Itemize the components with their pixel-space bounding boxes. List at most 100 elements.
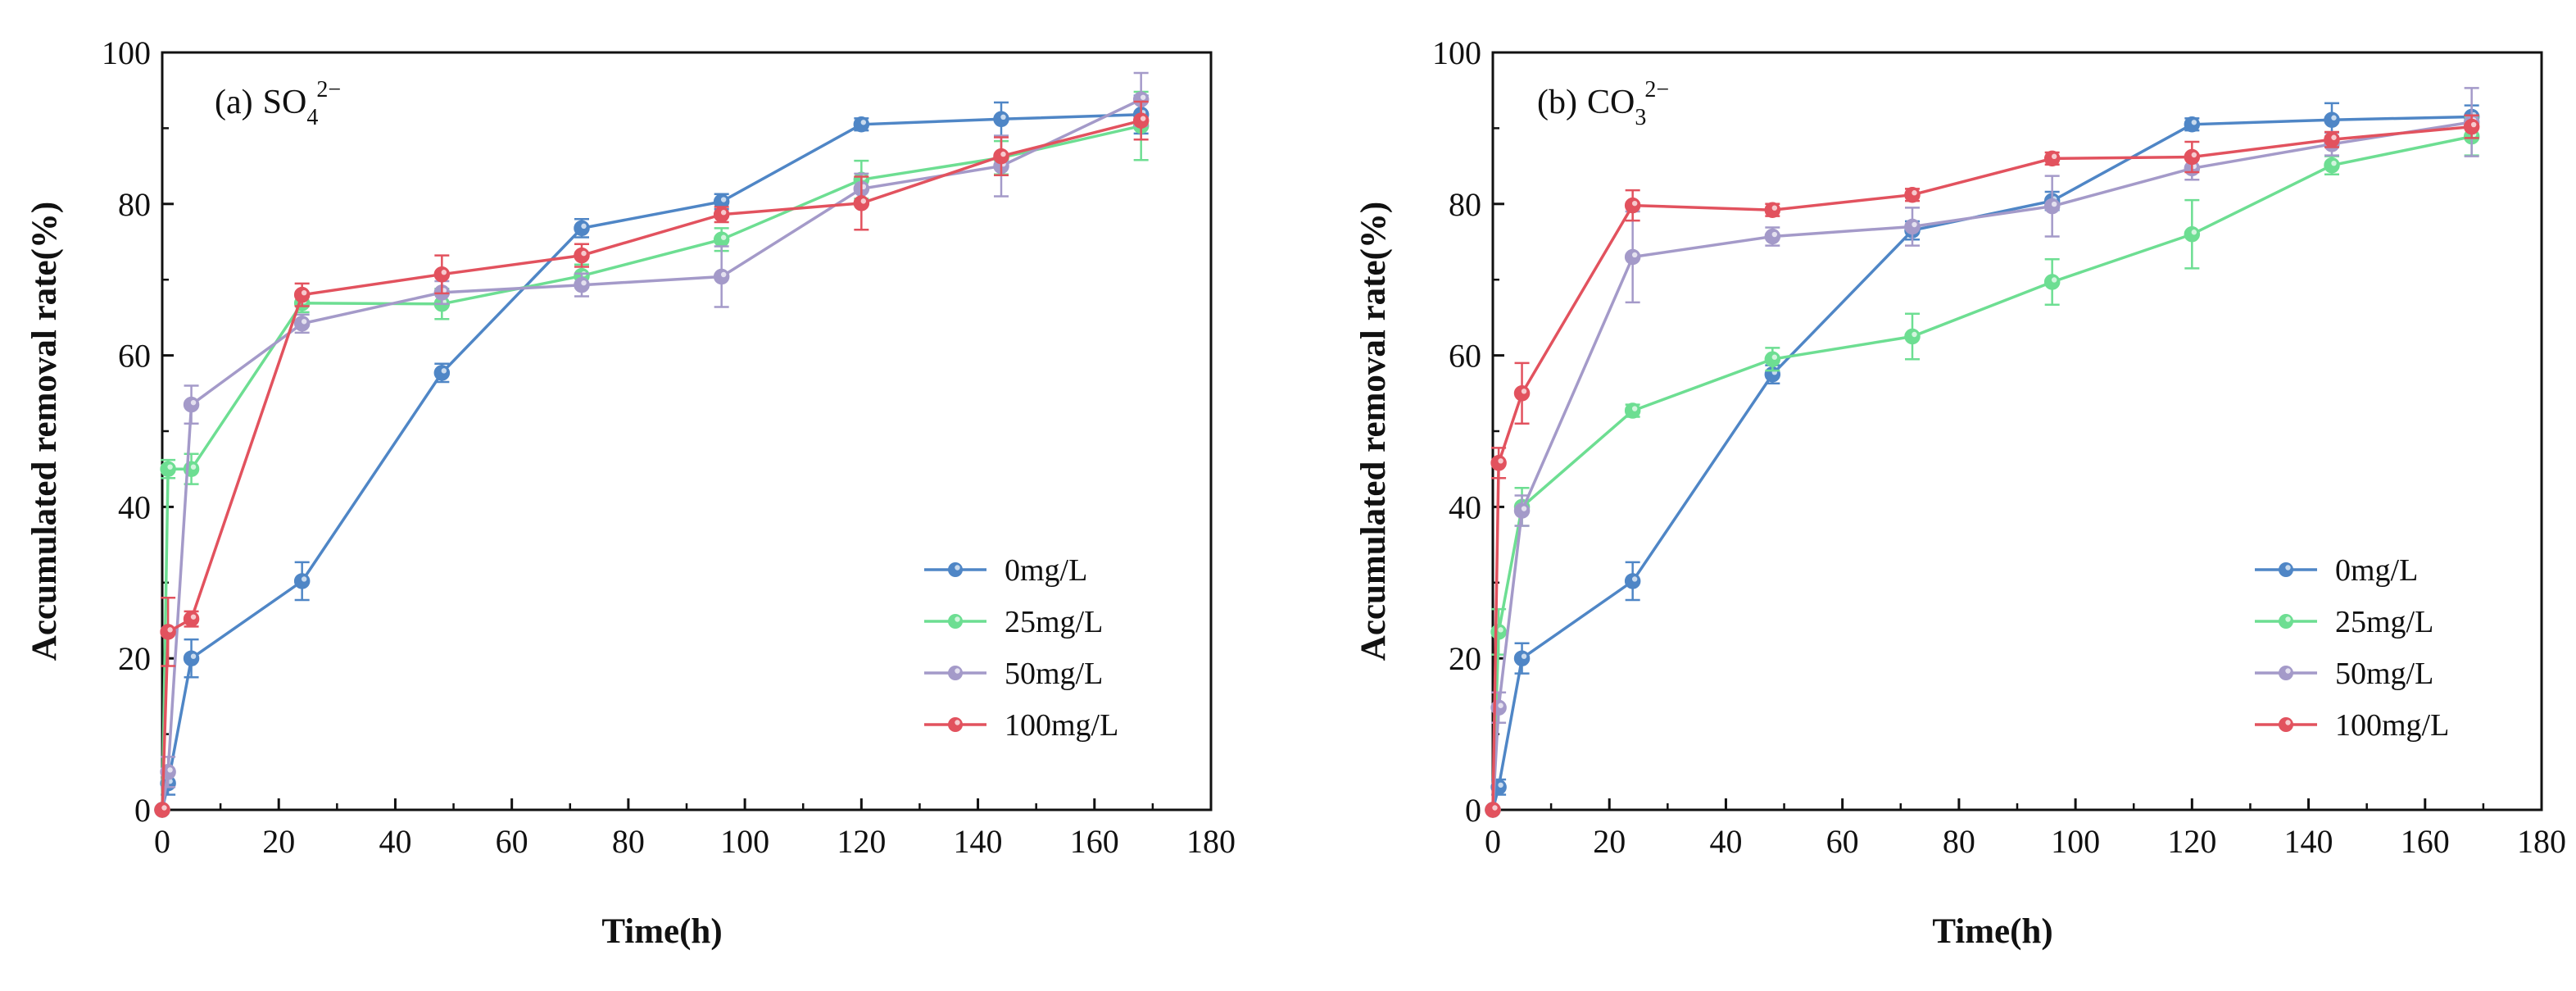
- legend-label: 25mg/L: [1005, 605, 1103, 639]
- chart-panel-b: 0 20 40 60 80 100 120 140 160 180 0 20 40 60 80 100 Time…: [1354, 34, 2566, 951]
- legend-marker: [948, 666, 963, 680]
- series-line: [161, 113, 1141, 811]
- legend-label: 0mg/L: [1005, 553, 1087, 588]
- y-tick-label: 80: [1449, 186, 1481, 223]
- data-point-highlight: [301, 289, 307, 296]
- data-point-highlight: [161, 805, 167, 811]
- legend-marker-highlight: [955, 720, 960, 725]
- data-point-highlight: [2331, 160, 2337, 166]
- data-point: [183, 396, 200, 413]
- x-tick-label: 160: [2401, 823, 2450, 860]
- data-point: [574, 220, 590, 237]
- x-tick-label: 60: [1826, 823, 1859, 860]
- legend-marker-highlight: [2285, 668, 2291, 674]
- data-point-highlight: [1771, 205, 1778, 211]
- data-point: [853, 195, 870, 211]
- plot-frame: [161, 51, 1213, 811]
- data-point-highlight: [581, 223, 587, 230]
- x-tick-label: 140: [954, 823, 1003, 860]
- legend-marker: [2279, 562, 2293, 577]
- data-point-highlight: [1140, 94, 1146, 100]
- legend-marker-highlight: [2285, 616, 2291, 622]
- data-point-highlight: [1912, 221, 1917, 228]
- panel-ion-charge: 2−: [316, 77, 341, 102]
- x-tick-label: 160: [1070, 823, 1119, 860]
- data-point: [1764, 202, 1781, 218]
- data-point-highlight: [1912, 331, 1917, 338]
- data-point-highlight: [190, 464, 197, 470]
- data-point-highlight: [720, 271, 727, 278]
- data-point: [713, 206, 730, 223]
- data-point: [160, 461, 176, 477]
- x-tick-label: 80: [1943, 823, 1975, 860]
- data-point-highlight: [581, 280, 587, 286]
- data-point: [1513, 385, 1531, 402]
- y-tick-label: 40: [118, 489, 151, 525]
- x-tick-label: 140: [2284, 823, 2333, 860]
- data-point: [1624, 573, 1641, 589]
- legend-marker-highlight: [955, 668, 960, 674]
- series-50mg-per-L: [154, 71, 1150, 818]
- series-line: [1491, 115, 2472, 811]
- plot-frame: [1491, 51, 2543, 811]
- data-point-highlight: [1498, 458, 1503, 464]
- data-point: [293, 573, 311, 589]
- legend-item: 50mg/L: [924, 657, 1103, 691]
- data-point-highlight: [1771, 231, 1778, 238]
- x-tick-label: 40: [1709, 823, 1742, 860]
- data-point: [1490, 624, 1507, 640]
- x-axis-title: Time(h): [1932, 912, 2052, 951]
- legend-item: 100mg/L: [2255, 708, 2449, 743]
- data-point-highlight: [1912, 190, 1917, 196]
- data-point-highlight: [1492, 805, 1498, 811]
- series-line: [161, 119, 1142, 811]
- x-tick-label: 0: [154, 823, 170, 860]
- series-0mg-per-L: [154, 94, 1150, 818]
- y-tick-label: 60: [1449, 338, 1481, 375]
- data-point-highlight: [190, 614, 197, 620]
- legend-marker-highlight: [955, 565, 960, 571]
- legend-marker-highlight: [2285, 720, 2291, 725]
- legend-marker: [948, 562, 963, 577]
- legend-label: 0mg/L: [2335, 553, 2418, 588]
- x-tick-label: 20: [262, 823, 295, 860]
- series-line: [161, 98, 1142, 811]
- data-point-highlight: [2331, 134, 2337, 140]
- data-point-highlight: [1631, 406, 1638, 411]
- data-point: [574, 276, 590, 293]
- x-tick-label: 120: [837, 823, 886, 860]
- panel-ion: CO: [1587, 84, 1635, 121]
- data-point: [1485, 802, 1501, 818]
- data-point-highlight: [2191, 120, 2197, 125]
- data-point: [713, 231, 730, 248]
- data-point: [154, 802, 170, 818]
- data-point-highlight: [167, 627, 173, 633]
- series-25mg-per-L: [1485, 116, 2480, 818]
- data-point: [183, 650, 200, 666]
- data-point: [2043, 150, 2061, 167]
- x-tick-label: 100: [720, 823, 769, 860]
- series-100mg-per-L: [154, 100, 1150, 818]
- legend-item: 25mg/L: [924, 605, 1103, 639]
- data-point-highlight: [1498, 627, 1503, 633]
- data-point-highlight: [1631, 252, 1638, 258]
- data-point: [993, 148, 1009, 165]
- x-tick-label: 120: [2167, 823, 2216, 860]
- data-point-highlight: [2051, 153, 2057, 160]
- data-point: [574, 247, 590, 264]
- legend-label: 100mg/L: [1005, 708, 1118, 743]
- x-tick-label: 60: [496, 823, 528, 860]
- series-line: [1491, 120, 2472, 811]
- data-point: [1132, 112, 1150, 129]
- data-point-highlight: [1631, 200, 1638, 207]
- panel-ion: SO: [263, 84, 307, 121]
- data-point: [1624, 248, 1641, 266]
- data-point: [1513, 502, 1531, 519]
- legend-label: 50mg/L: [2335, 657, 2433, 691]
- y-tick-label: 0: [134, 792, 151, 829]
- legend-marker-highlight: [2285, 565, 2291, 571]
- data-point: [1624, 197, 1641, 214]
- x-tick-label: 0: [1485, 823, 1501, 860]
- data-point: [2184, 226, 2201, 243]
